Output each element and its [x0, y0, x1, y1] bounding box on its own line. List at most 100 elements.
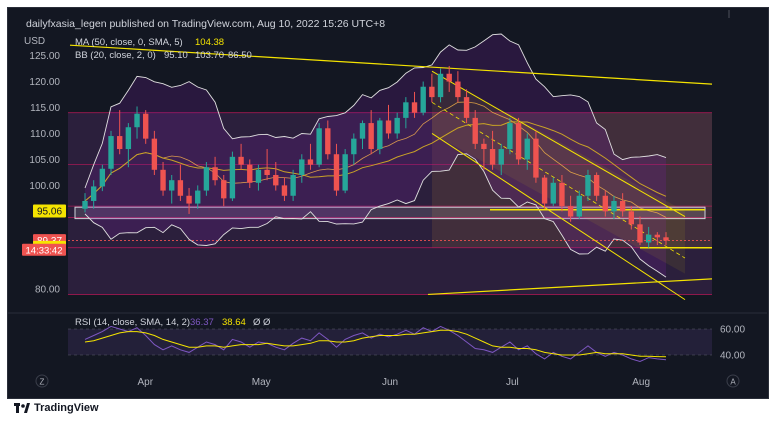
- candle-body: [177, 180, 184, 196]
- candle-body: [585, 175, 591, 196]
- candle-body: [463, 97, 470, 118]
- candle-body: [99, 168, 106, 187]
- candle-body: [316, 128, 322, 165]
- candle-body: [602, 195, 608, 212]
- bb-lower-line: [84, 153, 667, 278]
- candle-body: [333, 154, 340, 191]
- x-tick-label: Apr: [137, 377, 153, 388]
- candle-body: [299, 159, 305, 175]
- legend-bb-lower: 86.50: [228, 50, 252, 61]
- price-tick-label: 120.00: [29, 77, 60, 88]
- candle-body: [411, 102, 418, 113]
- legend-rsi-extra: Ø Ø: [253, 317, 271, 328]
- bb-fill: [85, 34, 666, 278]
- ma-line: [84, 121, 667, 202]
- candle-body: [212, 167, 218, 181]
- candle-body: [281, 185, 288, 196]
- rsi-tick-label: 40.00: [720, 351, 745, 362]
- rsi-band: [68, 329, 712, 355]
- tradingview-footer: TradingView: [14, 402, 99, 414]
- legend-bb-basis: 95.10: [164, 50, 188, 61]
- tradingview-brand: TradingView: [34, 402, 99, 414]
- candle-body: [498, 149, 504, 165]
- candle-body: [143, 113, 149, 139]
- tradingview-logo-icon: [14, 403, 30, 413]
- candle-body: [507, 123, 513, 150]
- price-tick-label: 100.00: [29, 181, 60, 192]
- candle-body: [195, 190, 201, 204]
- countdown-bg: [22, 243, 66, 256]
- zoom-icon: Z: [40, 378, 45, 387]
- candle-body: [663, 237, 669, 241]
- bb-basis-line: [84, 101, 667, 218]
- x-tick-label: Jun: [382, 377, 398, 388]
- candle-body: [186, 195, 192, 204]
- bb-upper-line: [84, 33, 667, 189]
- channel-fill: [432, 71, 685, 274]
- resistance-trendline: [69, 44, 713, 85]
- zoom-circle: [35, 374, 49, 388]
- candle-body: [403, 102, 409, 118]
- channel-lower-line: [431, 133, 686, 301]
- candle-body: [221, 180, 227, 199]
- candle-body: [420, 86, 426, 113]
- candle-body: [203, 167, 210, 191]
- candle-body: [169, 180, 175, 191]
- price-tick-label: 105.00: [29, 155, 60, 166]
- x-tick-label: May: [252, 377, 271, 388]
- candle-body: [385, 120, 392, 134]
- candle-body: [489, 149, 496, 165]
- candle-body: [576, 195, 582, 217]
- candle-body: [628, 211, 635, 225]
- legend-bb-label: BB (20, close, 2, 0): [75, 50, 156, 61]
- autoscale-icon: A: [730, 378, 736, 387]
- rsi-tick-label: 60.00: [720, 325, 745, 336]
- candle-body: [567, 206, 574, 217]
- candle-body: [125, 127, 132, 150]
- support-trendline: [427, 278, 713, 296]
- countdown-label: 14:33:42: [26, 245, 63, 256]
- candle-body: [264, 169, 270, 175]
- candle-body: [481, 143, 487, 150]
- candle-body: [255, 169, 262, 183]
- legend-bb-upper: 103.70: [195, 50, 224, 61]
- candle-body: [238, 156, 244, 165]
- price-tick-label: 110.00: [30, 129, 60, 140]
- channel-upper-line: [431, 70, 686, 217]
- candle-body: [160, 169, 166, 191]
- candle-body: [134, 113, 140, 128]
- publish-header: dailyfxasia_legen published on TradingVi…: [26, 18, 386, 30]
- candle-body: [550, 182, 556, 204]
- price-tick-label: 115.00: [30, 103, 60, 114]
- currency-label: USD: [24, 36, 45, 47]
- candle-body: [90, 186, 97, 201]
- candle-body: [645, 234, 652, 243]
- support-box: [74, 206, 706, 220]
- candle-body: [116, 136, 123, 150]
- chart-panel: dailyfxasia_legen published on TradingVi…: [7, 7, 769, 399]
- candle-body: [82, 200, 88, 209]
- candle-body: [541, 177, 548, 204]
- candle-body: [524, 138, 530, 160]
- candle-body: [247, 164, 253, 183]
- candle-body: [429, 86, 435, 98]
- legend-rsi-ma: 38.64: [222, 317, 246, 328]
- candle-body: [637, 224, 643, 243]
- candle-body: [515, 123, 522, 160]
- x-tick-label: Jul: [506, 377, 519, 388]
- candle-body: [307, 159, 314, 165]
- candle-body: [446, 73, 452, 82]
- candle-body: [290, 175, 296, 196]
- price-tag-bg: [33, 204, 66, 218]
- candle-body: [455, 81, 461, 98]
- legend-ma-value: 104.38: [195, 37, 224, 48]
- candle-body: [229, 156, 236, 199]
- rsi-ma-line: [84, 329, 667, 358]
- candle-body: [559, 182, 565, 207]
- candle-body: [593, 175, 600, 196]
- candle-body: [342, 154, 348, 191]
- autoscale-circle: [726, 374, 740, 388]
- candle-body: [108, 136, 114, 169]
- candle-body: [368, 123, 374, 150]
